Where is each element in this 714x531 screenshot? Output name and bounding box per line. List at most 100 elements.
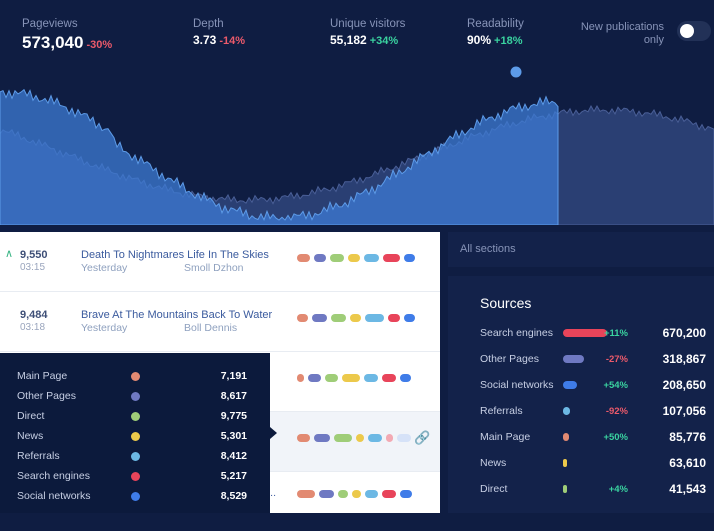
new-publications-toggle[interactable] bbox=[677, 21, 711, 41]
metric-value: 3.73 bbox=[193, 33, 217, 47]
pill-social-networks bbox=[400, 374, 411, 382]
tooltip-source-name: Direct bbox=[17, 410, 45, 422]
tooltip-source-name: Other Pages bbox=[17, 390, 76, 402]
metric-change: +18% bbox=[494, 35, 523, 47]
pill-search-engines bbox=[382, 490, 396, 498]
source-share-bar bbox=[563, 433, 569, 441]
article-title[interactable]: Death To Nightmares Life In The Skies bbox=[81, 249, 269, 261]
tooltip-source-name: News bbox=[17, 430, 44, 442]
link-icon[interactable]: 🔗 bbox=[414, 430, 431, 445]
source-name: Other Pages bbox=[480, 353, 539, 365]
article-row[interactable]: 9,484 03:18 Brave At The Mountains Back … bbox=[0, 292, 440, 352]
pill-direct bbox=[331, 314, 346, 322]
source-share-bar bbox=[563, 485, 567, 493]
source-share-bar bbox=[563, 459, 567, 467]
tooltip-row: Direct 9,775 bbox=[0, 407, 270, 426]
source-row[interactable]: Direct +4% 41,543 bbox=[448, 480, 714, 500]
pill-social-networks bbox=[404, 254, 415, 262]
tooltip-value: 8,529 bbox=[220, 490, 247, 502]
source-row[interactable]: Other Pages -27% 318,867 bbox=[448, 350, 714, 370]
source-row[interactable]: Referrals -92% 107,056 bbox=[448, 402, 714, 422]
metric-depth[interactable]: Depth 3.73 -14% bbox=[193, 18, 245, 47]
tooltip-value: 8,412 bbox=[220, 450, 247, 462]
pill-search-engines bbox=[388, 314, 400, 322]
article-sources-tooltip: Main Page 7,191 Other Pages 8,617 Direct 9,77… bbox=[0, 353, 277, 513]
tooltip-value: 8,617 bbox=[220, 390, 247, 402]
tooltip-color-dot bbox=[131, 492, 140, 501]
article-title[interactable]: Brave At The Mountains Back To Water bbox=[81, 309, 273, 321]
source-change: +50% bbox=[603, 432, 628, 443]
tooltip-value: 7,191 bbox=[220, 370, 247, 382]
pill-news bbox=[352, 490, 361, 498]
article-author[interactable]: Smoll Dzhon bbox=[184, 262, 244, 274]
pill-referrals bbox=[364, 254, 379, 262]
tooltip-value: 9,775 bbox=[220, 410, 247, 422]
pill-other-pages bbox=[308, 374, 321, 382]
source-name: News bbox=[480, 457, 507, 469]
source-change: -27% bbox=[605, 354, 628, 365]
source-name: Search engines bbox=[480, 327, 553, 339]
tooltip-color-dot bbox=[131, 432, 140, 441]
source-value: 63,610 bbox=[669, 456, 706, 470]
source-change: +11% bbox=[603, 328, 628, 339]
metric-label: Readability bbox=[467, 18, 524, 30]
pill-other-pages bbox=[314, 434, 330, 442]
metric-pageviews[interactable]: Pageviews 573,040 -30% bbox=[22, 18, 112, 53]
metric-change: +34% bbox=[369, 35, 399, 47]
traffic-wave-chart bbox=[0, 66, 714, 225]
article-date: Yesterday bbox=[81, 322, 128, 334]
source-row[interactable]: News 63,610 bbox=[448, 454, 714, 474]
source-name: Social networks bbox=[480, 379, 554, 391]
article-views: 9,550 bbox=[20, 249, 48, 261]
article-read-time: 03:18 bbox=[20, 322, 46, 333]
source-row[interactable]: Main Page +50% 85,776 bbox=[448, 428, 714, 448]
pill-referrals bbox=[364, 374, 378, 382]
metric-value: 55,182 bbox=[330, 33, 367, 47]
tooltip-row: Referrals 8,412 bbox=[0, 447, 270, 466]
source-share-bar bbox=[563, 407, 570, 415]
tooltip-color-dot bbox=[131, 372, 140, 381]
pill-referrals bbox=[365, 490, 378, 498]
metric-readability[interactable]: Readability 90% +18% bbox=[467, 18, 524, 47]
new-publications-label: New publications only bbox=[580, 21, 664, 46]
pill-direct bbox=[334, 434, 352, 442]
pill-news bbox=[348, 254, 360, 262]
pill-search-engines bbox=[383, 254, 400, 262]
article-row[interactable] bbox=[0, 472, 440, 531]
source-change: -92% bbox=[605, 406, 628, 417]
pill-main-page bbox=[297, 490, 315, 498]
pill-news bbox=[342, 374, 360, 382]
source-change: +4% bbox=[608, 484, 628, 495]
pill-social-networks bbox=[404, 314, 415, 322]
tooltip-value: 5,301 bbox=[220, 430, 247, 442]
wave-cursor-dot[interactable] bbox=[510, 66, 522, 78]
tooltip-row: Other Pages 8,617 bbox=[0, 387, 270, 406]
source-value: 670,200 bbox=[662, 326, 706, 340]
pill-direct bbox=[325, 374, 338, 382]
pill-main-page bbox=[297, 314, 308, 322]
tooltip-value: 5,217 bbox=[220, 470, 247, 482]
metric-change: -14% bbox=[219, 35, 246, 47]
sections-select[interactable]: All sections bbox=[448, 232, 714, 267]
metric-label: Depth bbox=[193, 18, 224, 30]
tooltip-row: Search engines 5,217 bbox=[0, 467, 270, 486]
article-row[interactable]: ∧ 9,550 03:15 Death To Nightmares Life I… bbox=[0, 232, 440, 292]
pill-direct bbox=[330, 254, 344, 262]
article-author[interactable]: Boll Dennis bbox=[184, 322, 238, 334]
source-row[interactable]: Search engines +11% 670,200 bbox=[448, 324, 714, 344]
pill-main-page bbox=[297, 434, 310, 442]
metric-value: 573,040 bbox=[22, 33, 84, 52]
pill-search-engines bbox=[382, 374, 396, 382]
tooltip-row: News 5,301 bbox=[0, 427, 270, 446]
tooltip-source-name: Main Page bbox=[17, 370, 68, 382]
pill-social-networks bbox=[397, 434, 411, 442]
metric-unique-visitors[interactable]: Unique visitors 55,182 +34% bbox=[330, 18, 405, 47]
source-row[interactable]: Social networks +54% 208,650 bbox=[448, 376, 714, 396]
tooltip-row: Social networks 8,529 bbox=[0, 487, 270, 506]
article-read-time: 03:15 bbox=[20, 262, 46, 273]
article-views: 9,484 bbox=[20, 309, 48, 321]
pill-search-engines bbox=[386, 434, 393, 442]
sources-panel: Sources Search engines +11% 670,200 Other P… bbox=[448, 276, 714, 513]
pill-main-page bbox=[297, 254, 310, 262]
pill-other-pages bbox=[312, 314, 327, 322]
